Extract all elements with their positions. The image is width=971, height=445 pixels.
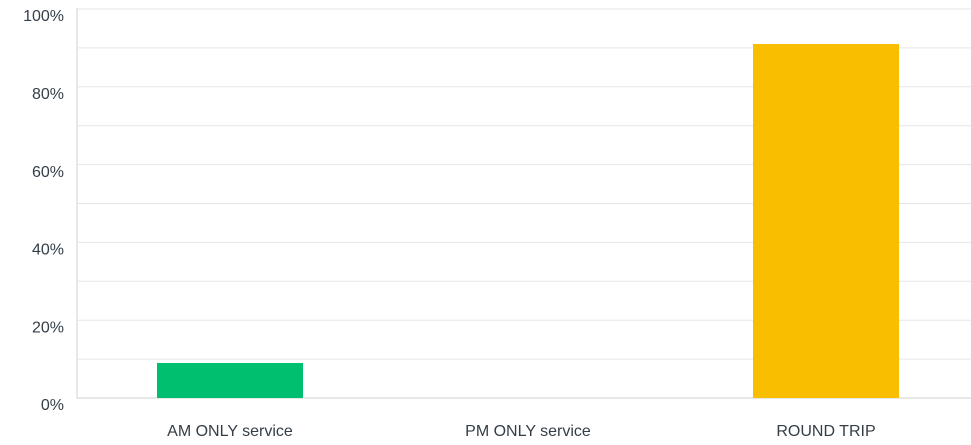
y-tick-label: 60% [32, 164, 64, 181]
bar [157, 362, 303, 398]
x-tick-label: ROUND TRIP [776, 423, 875, 440]
y-tick-label: 0% [41, 397, 64, 414]
x-tick-label: PM ONLY service [465, 423, 591, 440]
y-tick-label: 20% [32, 319, 64, 336]
x-tick-label: AM ONLY service [167, 423, 293, 440]
y-tick-label: 80% [32, 86, 64, 103]
y-tick-label: 40% [32, 242, 64, 259]
y-tick-label: 100% [23, 8, 64, 25]
bar [753, 44, 899, 398]
